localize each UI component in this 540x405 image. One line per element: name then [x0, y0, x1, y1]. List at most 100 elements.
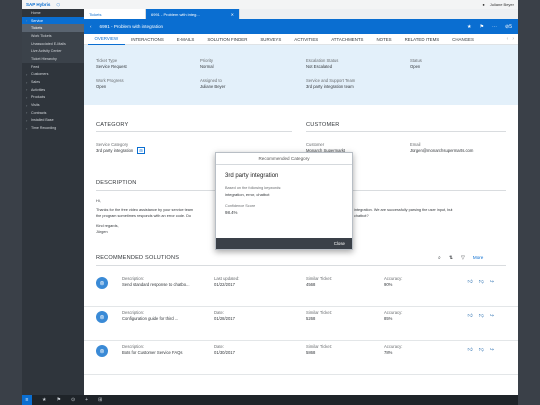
tab-related-items[interactable]: RELATED ITEMS	[404, 36, 440, 42]
sidebar-item-home[interactable]: Home	[31, 10, 41, 15]
solution-accuracy: Accuracy: 85%	[384, 310, 402, 321]
sidebar-item-installed-base[interactable]: Installed Base	[22, 117, 84, 125]
tab-overview[interactable]: OVERVIEW	[88, 34, 125, 45]
field-assigned: Assigned to Juliane Beyer	[200, 78, 225, 89]
sidebar-item-tickets[interactable]: Tickets	[22, 24, 84, 33]
sidebar-item-unassociated-e-mails[interactable]: Unassociated E-Mails	[22, 39, 84, 48]
email-link[interactable]: Jürgen@monarchsupermarts.com	[410, 148, 474, 153]
tab-activities[interactable]: ACTIVITIES	[294, 36, 319, 42]
solution-similar-ticket: Similar Ticket: 5268	[306, 310, 332, 321]
solution-link[interactable]: Bots for Customer Service FAQs	[122, 350, 183, 355]
thumbs-down-icon[interactable]: 👎︎	[478, 279, 484, 285]
popup-footer: Close	[216, 238, 352, 249]
flag-icon[interactable]: ⚑	[479, 23, 485, 30]
main-content: Tickets 6991 - Problem with integ... ✕ ‹…	[84, 9, 518, 395]
solution-date: Date: 01/28/2017	[214, 310, 235, 321]
user-avatar-icon[interactable]: ●	[482, 2, 485, 7]
field-priority: Priority Normal	[200, 58, 214, 69]
sidebar-item-service[interactable]: Service	[22, 16, 84, 25]
keywords-value: integration, error, chatbot	[225, 192, 270, 197]
thumbs-down-icon[interactable]: 👎︎	[478, 347, 484, 353]
favorite-star-icon[interactable]: ★	[467, 23, 472, 30]
search-icon[interactable]: ⌕	[438, 255, 441, 261]
tab-e-mails[interactable]: E-MAILS	[176, 36, 195, 42]
tab-strip: Tickets 6991 - Problem with integ... ✕	[84, 9, 518, 19]
thumbs-up-icon[interactable]: 👍︎	[467, 313, 473, 319]
page-title: 6991 - Problem with integration	[99, 24, 164, 29]
tab-scroll-arrows[interactable]: ‹ ›	[507, 36, 514, 42]
solution-document-icon[interactable]: ⊚	[96, 345, 108, 357]
flag-icon[interactable]: ⚑	[56, 397, 61, 403]
notification-icon[interactable]: ⬡	[56, 2, 60, 7]
share-arrow-icon[interactable]: ↪	[489, 313, 494, 319]
sidebar-item-live-activity-center[interactable]: Live Activity Center	[22, 47, 84, 56]
share-arrow-icon[interactable]: ↪	[489, 347, 494, 353]
sidebar-item-products[interactable]: Products	[22, 94, 84, 102]
user-name[interactable]: Juliane Beyer	[489, 2, 514, 7]
solution-link[interactable]: Configuration guide for third ...	[122, 316, 179, 321]
favorite-star-icon[interactable]: ★	[42, 397, 47, 403]
back-icon[interactable]: ‹	[90, 24, 92, 29]
more-icon[interactable]: ⋯	[492, 23, 498, 30]
scroll-right-icon[interactable]: ›	[512, 36, 514, 42]
confidence-label: Confidence Score	[225, 204, 256, 208]
settings-icon[interactable]: ⇅	[448, 255, 454, 261]
thumbs-up-icon[interactable]: 👍︎	[467, 347, 473, 353]
tab-ticket-6991[interactable]: 6991 - Problem with integ... ✕	[146, 9, 240, 19]
solution-actions: 👍︎ 👎︎ ↪	[467, 313, 494, 319]
field-value: Not Escalated	[306, 64, 333, 69]
confidence-value: 98.4%	[225, 210, 238, 215]
object-header: ‹ 6991 - Problem with integration ★ ⚑ ⋯ …	[84, 19, 518, 34]
tab-surveys[interactable]: SURVEYS	[260, 36, 282, 42]
tab-notes[interactable]: NOTES	[376, 36, 392, 42]
tab-interactions[interactable]: INTERACTIONS	[131, 36, 164, 42]
similar-ticket-link[interactable]: 5268	[306, 316, 316, 321]
scroll-left-icon[interactable]: ‹	[506, 36, 509, 42]
sidebar-item-visits[interactable]: Visits	[22, 101, 84, 109]
tab-tickets[interactable]: Tickets	[84, 9, 146, 19]
tab-solution-finder[interactable]: SOLUTION FINDER	[207, 36, 248, 42]
solution-similar-ticket: Similar Ticket: 5868	[306, 344, 332, 355]
close-button[interactable]: Close	[333, 241, 345, 246]
similar-ticket-link[interactable]: 5868	[306, 350, 316, 355]
sidebar-item-time-recording[interactable]: Time Recording	[22, 124, 84, 132]
solution-document-icon[interactable]: ⊚	[96, 311, 108, 323]
sidebar-item-ticket-hierarchy[interactable]: Ticket Hierarchy	[22, 55, 84, 63]
sidebar-item-contracts[interactable]: Contracts	[22, 109, 84, 117]
field-label: Customer	[306, 142, 325, 147]
field-team: Service and Support Team 3rd party integ…	[306, 78, 355, 89]
customer-title: CUSTOMER	[306, 122, 340, 128]
sidebar-item-customers[interactable]: Customers	[22, 71, 84, 79]
add-icon[interactable]: +	[85, 397, 89, 403]
tab-changes[interactable]: CHANGES	[452, 36, 474, 42]
tab-label: Tickets	[89, 11, 102, 17]
thumbs-up-icon[interactable]: 👍︎	[467, 279, 473, 285]
apps-icon[interactable]: ⊞	[98, 397, 103, 403]
dashboard-icon[interactable]: ⊙	[70, 397, 76, 403]
tab-attachments[interactable]: ATTACHMENTS	[331, 36, 364, 42]
sidebar-item-work-tickets[interactable]: Work Tickets	[22, 32, 84, 40]
close-tab-icon[interactable]: ✕	[230, 11, 234, 17]
sidebar-item-sales[interactable]: Sales	[22, 78, 84, 86]
recommendation-icon[interactable]: ⊞	[137, 147, 145, 154]
field-label: Priority	[200, 58, 214, 63]
divider	[306, 131, 506, 132]
menu-icon[interactable]: ≡	[22, 395, 32, 405]
share-arrow-icon[interactable]: ↪	[489, 279, 494, 285]
popup-body: 3rd party integration Based on the follo…	[216, 165, 352, 215]
counter-badge[interactable]: ⊘5	[505, 24, 512, 30]
more-link[interactable]: More	[472, 255, 484, 260]
field-label: Description:	[122, 276, 145, 281]
customer-link[interactable]: Monarch Supermarkt	[306, 148, 346, 153]
similar-ticket-link[interactable]: 4568	[306, 282, 316, 287]
solution-link[interactable]: Send standard response to chatbo...	[122, 282, 190, 287]
solution-document-icon[interactable]: ⊚	[96, 277, 108, 289]
sidebar: HomeServiceTicketsWork TicketsUnassociat…	[22, 9, 84, 395]
field-label: Similar Ticket:	[306, 344, 333, 349]
thumbs-down-icon[interactable]: 👎︎	[478, 313, 484, 319]
sidebar-item-feed[interactable]: Feed	[31, 64, 40, 69]
field-label: Email	[410, 142, 421, 147]
filter-icon[interactable]: ▽	[461, 255, 465, 261]
field-value: Service Request	[96, 64, 127, 69]
sidebar-item-activities[interactable]: Activities	[22, 86, 84, 94]
